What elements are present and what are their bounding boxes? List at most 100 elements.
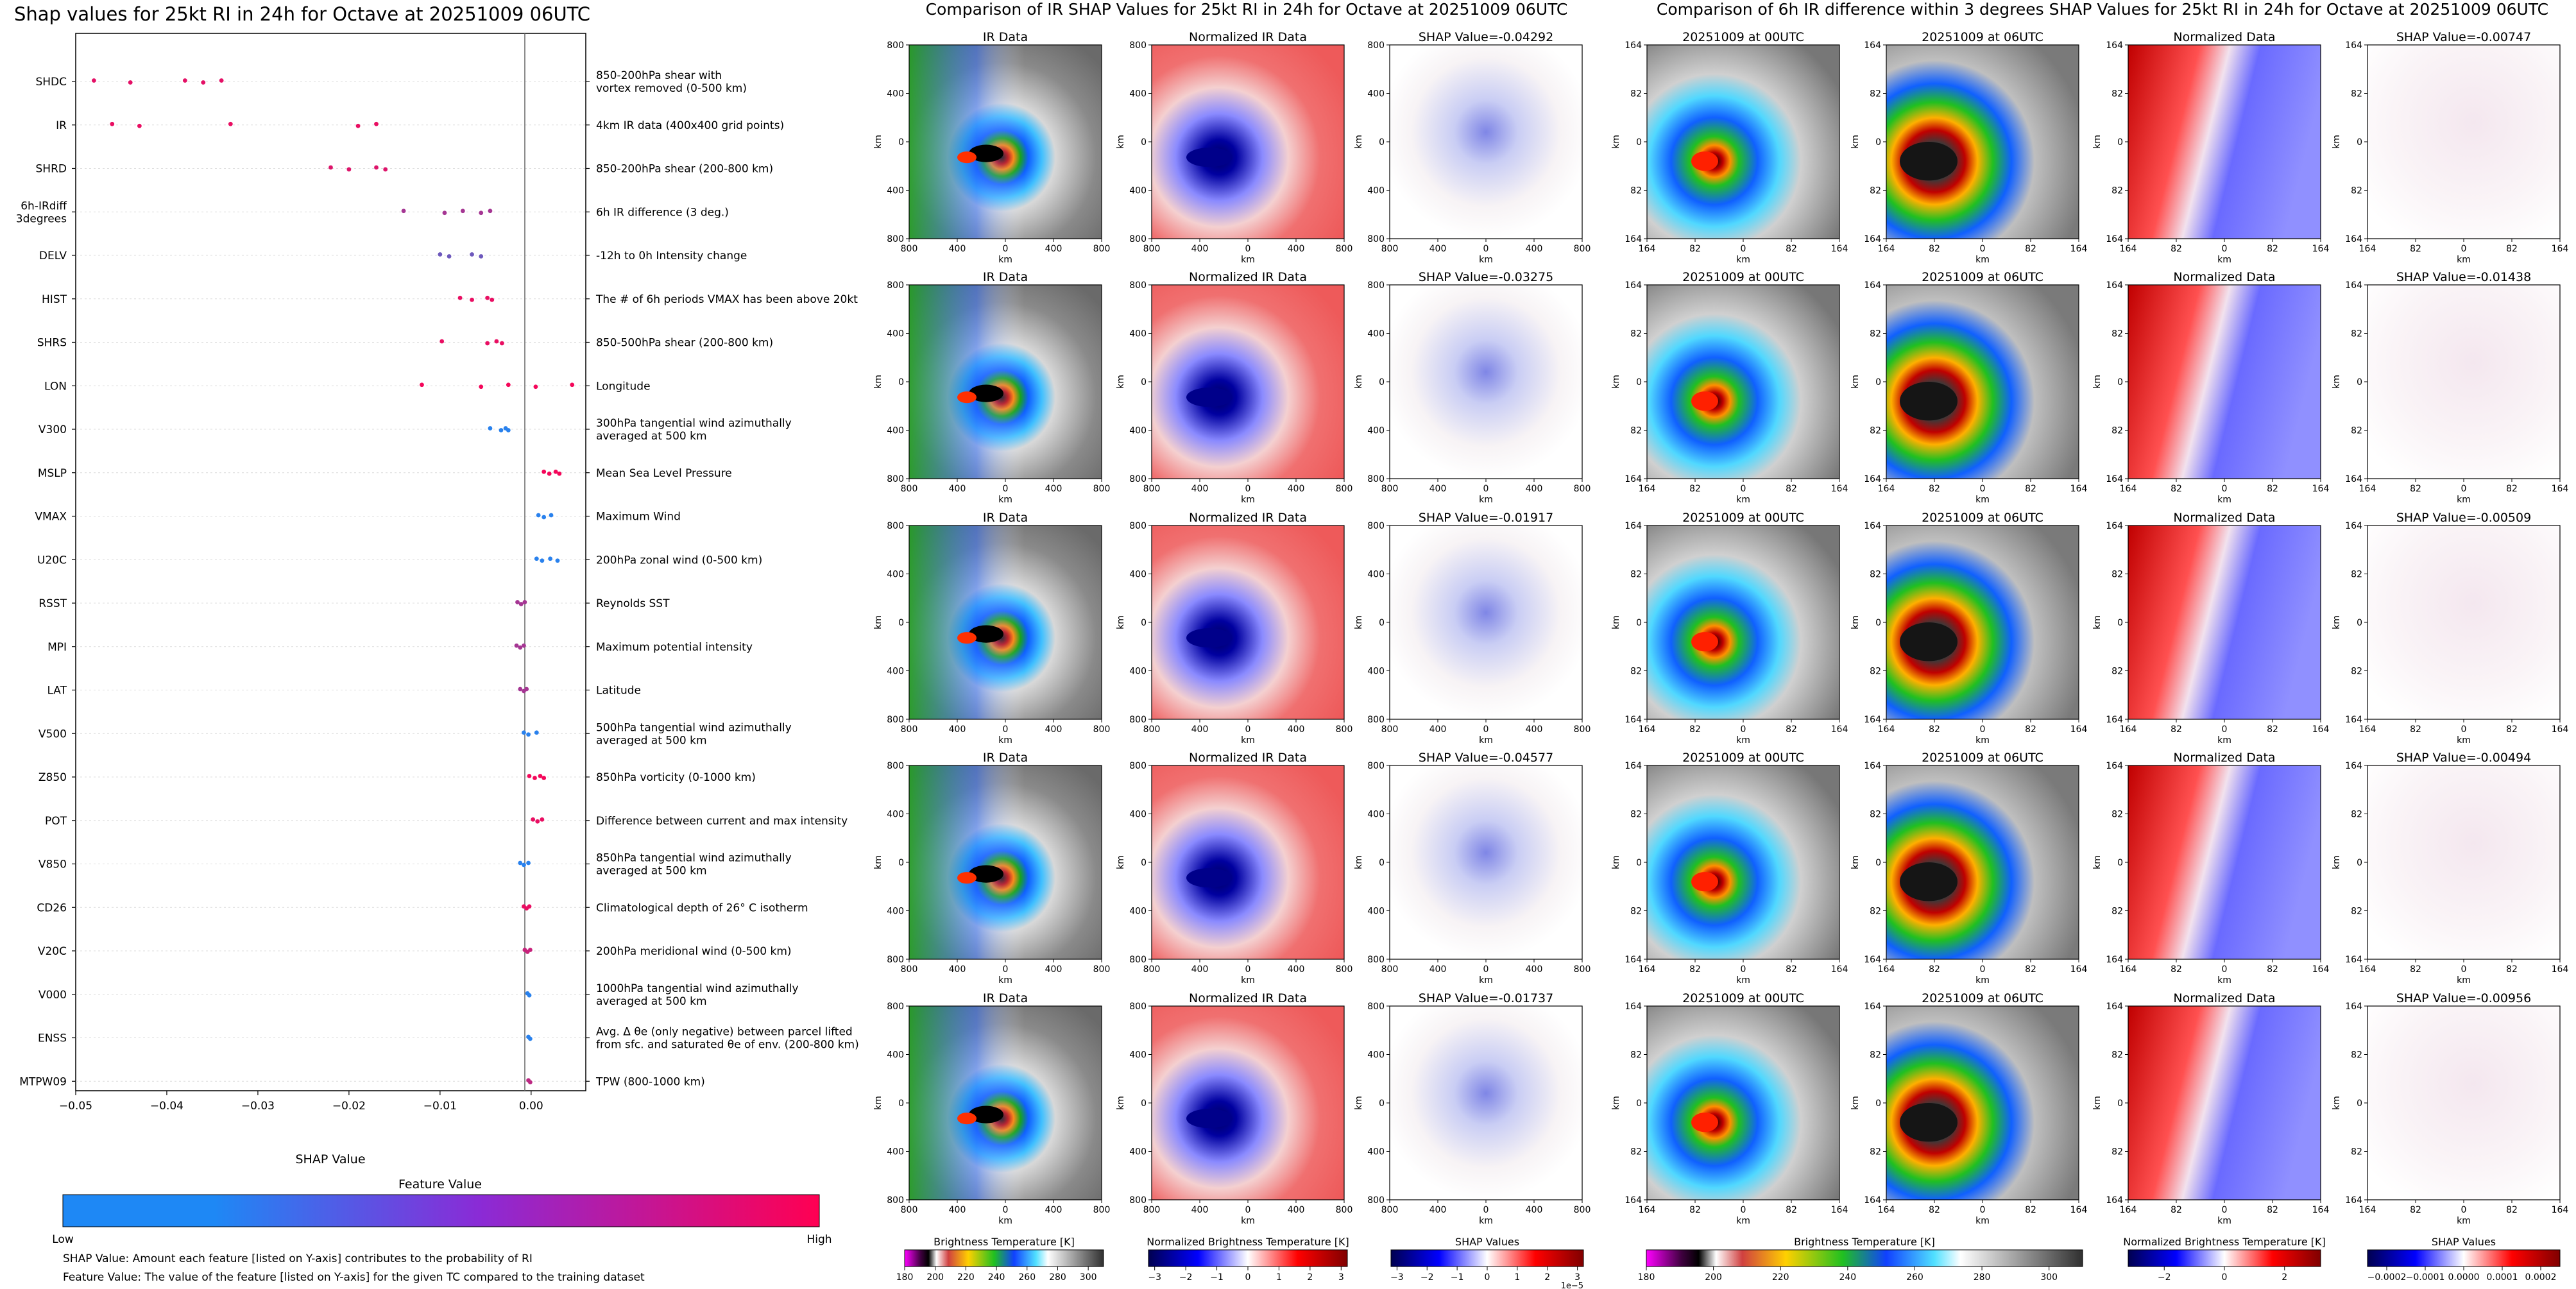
panel-xtick-label: 164 [2120,1205,2137,1215]
panel-ytick-label: 82 [2111,329,2123,339]
panel-xtick-label: 400 [1526,244,1543,254]
d00-image [1647,45,1839,239]
panel-ytick-label: 164 [2106,1002,2123,1012]
panel-title: SHAP Value=-0.00509 [2396,511,2531,525]
panel-xtick-label: 800 [901,1205,918,1215]
panel-ytick-label: 164 [2345,955,2362,965]
panel-ylabel: km [873,615,883,629]
shap-image [1390,765,1582,959]
panel-xtick-label: 800 [1574,964,1591,975]
panel-ytick-label: 400 [1367,1147,1385,1157]
panel-ytick-label: 800 [1129,234,1147,244]
panel-xtick-label: 800 [1574,484,1591,494]
panel-ytick-label: 800 [1129,955,1147,965]
shap-point [527,774,532,778]
ir-core [969,144,1003,162]
shap-point [542,469,547,474]
panel-xtick-label: 164 [1639,484,1656,494]
panel-xtick-label: 400 [1191,724,1209,735]
ir-shap-grid: Comparison of IR SHAP Values for 25kt RI… [873,0,1591,1289]
panel-ylabel: km [1116,1096,1126,1110]
panel-xtick-label: 0 [1003,964,1009,975]
colorbar-tick-label: 260 [1906,1272,1923,1283]
shap-point [182,78,187,83]
shap-point [219,78,224,83]
shap-point [374,121,379,126]
panel-xlabel: km [1241,495,1255,505]
panel-xtick-label: 400 [1526,484,1543,494]
shap-point [527,904,532,909]
shap-point [137,123,142,128]
panel-xtick-label: 0 [1483,964,1489,975]
panel-title: Normalized IR Data [1189,511,1307,525]
colorbar-tick-label: 300 [1080,1272,1097,1283]
shap-point [528,1080,533,1085]
shap-point [547,471,552,476]
feature-label: IR [56,119,67,132]
panel-ytick-label: 164 [2106,280,2123,291]
panel-xtick-label: 82 [2506,964,2518,975]
colorbar-bar [904,1249,1104,1267]
panel-ytick-label: 400 [1367,1050,1385,1061]
shap-image [1390,285,1582,479]
panel-ytick-label: 82 [1870,186,1881,196]
panel-ylabel: km [2092,855,2103,869]
panel-xtick-label: 82 [2025,1205,2036,1215]
colorbar-tick-label: 1 [1514,1272,1520,1283]
panel-ytick-label: 82 [2111,907,2123,917]
panel-xtick-label: 82 [2025,724,2036,735]
panel-ytick-label: 400 [1367,186,1385,196]
colorbar-tick-label: 1 [1276,1272,1282,1283]
panel-xlabel: km [1975,255,1990,265]
shap-point [506,428,511,432]
panel-ytick-label: 82 [2111,186,2123,196]
panel-ytick-label: 0 [1379,137,1385,148]
panel-xtick-label: 0 [1003,724,1009,735]
panel-ytick-label: 82 [2111,426,2123,436]
panel-xtick-label: 0 [2222,244,2228,254]
shap-point [536,513,541,518]
shap-point [438,252,443,257]
colorbar-label: Normalized Brightness Temperature [K] [1147,1236,1349,1248]
panel-xtick-label: 164 [2070,724,2088,735]
panel-xtick-label: 164 [2120,244,2137,254]
panel-xtick-label: 400 [949,964,966,975]
panel-ytick-label: 82 [2111,1147,2123,1157]
panel-xtick-label: 164 [2120,484,2137,494]
feature-name-axis: SHDC IR SHRD 6h-IRdiff 3degrees DELV HIST SHRS L… [16,76,76,1088]
panel-xtick-label: 82 [2410,484,2421,494]
panel-xtick-label: 82 [1786,1205,1797,1215]
panel-ytick-label: 82 [2111,570,2123,580]
shap-point [479,384,484,389]
colorbar-tick-label: 280 [1974,1272,1991,1283]
panel-xtick-label: 400 [1288,244,1305,254]
panel-xtick-label: 82 [1689,244,1701,254]
panel-xtick-label: 164 [1878,484,1895,494]
shap-point [447,254,452,259]
colorbar-tick-label: 260 [1018,1272,1036,1283]
panel-ytick-label: 164 [2345,1195,2362,1206]
panel-xtick-label: 82 [2267,724,2278,735]
shap-point [542,515,547,520]
panel-ytick-label: 400 [1129,186,1147,196]
panel-xtick-label: 800 [1336,964,1353,975]
panel-title: Normalized IR Data [1189,991,1307,1005]
panel-xtick-label: 82 [2506,244,2518,254]
feature-description: -12h to 0h Intensity change [596,250,747,262]
colorbar-tick-label: 220 [957,1272,975,1283]
panel-ytick-label: 82 [2351,1147,2362,1157]
colorbar-tick-label: −1 [1451,1272,1464,1283]
panel-ytick-label: 82 [2351,186,2362,196]
panel-xtick-label: 400 [1045,1205,1062,1215]
panel-ytick-label: 400 [887,1147,904,1157]
d06-core [1900,862,1958,901]
panel-xtick-label: 400 [1429,484,1447,494]
panel-xtick-label: 400 [1045,964,1062,975]
